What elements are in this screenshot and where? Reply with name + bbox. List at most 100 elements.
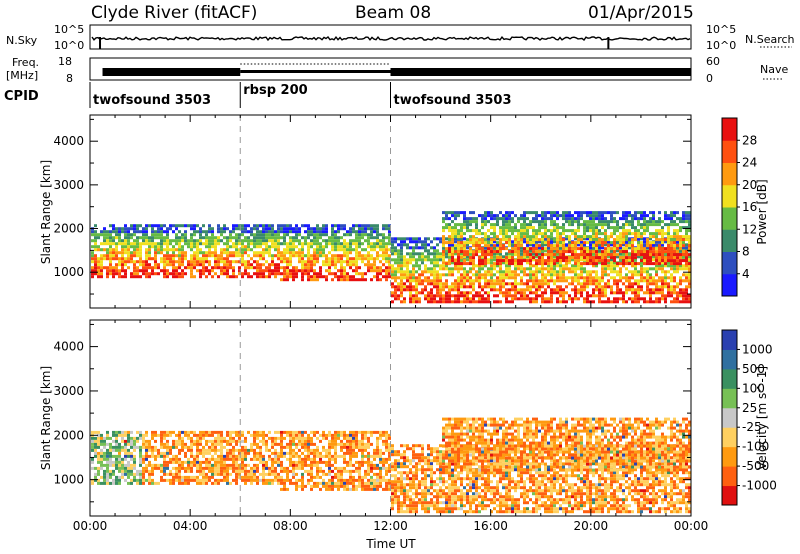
- scatter-cell: [496, 294, 499, 298]
- scatter-cell: [448, 235, 451, 239]
- scatter-cell: [436, 264, 439, 268]
- scatter-cell: [496, 223, 499, 227]
- scatter-cell: [655, 235, 658, 239]
- scatter-cell: [442, 255, 445, 259]
- scatter-cell: [403, 297, 406, 301]
- scatter-cell: [463, 247, 466, 251]
- scatter-cell: [586, 262, 589, 266]
- scatter-cell: [376, 275, 379, 279]
- scatter-cell: [337, 260, 340, 264]
- scatter-cell: [190, 475, 193, 479]
- scatter-cell: [121, 275, 124, 279]
- scatter-cell: [622, 259, 625, 263]
- scatter-cell: [241, 454, 244, 458]
- scatter-cell: [406, 279, 409, 283]
- scatter-cell: [523, 255, 526, 259]
- scatter-cell: [502, 247, 505, 251]
- scatter-cell: [193, 224, 196, 228]
- scatter-cell: [169, 260, 172, 264]
- scatter-cell: [178, 230, 181, 234]
- scatter-cell: [214, 245, 217, 249]
- scatter-cell: [271, 457, 274, 461]
- scatter-cell: [184, 475, 187, 479]
- scatter-cell: [253, 272, 256, 276]
- scatter-cell: [220, 460, 223, 464]
- scatter-cell: [103, 230, 106, 234]
- scatter-cell: [202, 472, 205, 476]
- scatter-cell: [484, 279, 487, 283]
- scatter-cell: [391, 240, 394, 244]
- scatter-cell: [97, 269, 100, 273]
- scatter-cell: [262, 227, 265, 231]
- scatter-cell: [514, 294, 517, 298]
- scatter-cell: [241, 263, 244, 267]
- scatter-cell: [280, 487, 283, 491]
- scatter-cell: [637, 241, 640, 245]
- scatter-cell: [679, 259, 682, 263]
- scatter-cell: [91, 254, 94, 258]
- scatter-cell: [523, 282, 526, 286]
- scatter-cell: [160, 463, 163, 467]
- scatter-cell: [274, 242, 277, 246]
- scatter-cell: [145, 254, 148, 258]
- scatter-cell: [436, 255, 439, 259]
- scatter-cell: [136, 272, 139, 276]
- scatter-cell: [118, 463, 121, 467]
- scatter-cell: [448, 226, 451, 230]
- scatter-cell: [115, 263, 118, 267]
- scatter-cell: [457, 211, 460, 215]
- scatter-cell: [619, 270, 622, 274]
- scatter-cell: [595, 232, 598, 236]
- scatter-cell: [526, 235, 529, 239]
- scatter-cell: [487, 253, 490, 257]
- scatter-cell: [244, 236, 247, 240]
- scatter-cell: [193, 463, 196, 467]
- scatter-cell: [598, 220, 601, 224]
- scatter-cell: [451, 250, 454, 254]
- scatter-cell: [256, 451, 259, 455]
- scatter-cell: [586, 279, 589, 283]
- scatter-cell: [193, 251, 196, 255]
- scatter-cell: [604, 253, 607, 257]
- scatter-cell: [673, 211, 676, 215]
- scatter-cell: [562, 211, 565, 215]
- scatter-cell: [106, 451, 109, 455]
- scatter-cell: [142, 236, 145, 240]
- scatter-cell: [583, 258, 586, 262]
- scatter-cell: [409, 276, 412, 280]
- scatter-cell: [223, 439, 226, 443]
- scatter-cell: [613, 291, 616, 295]
- scatter-cell: [184, 251, 187, 255]
- scatter-cell: [478, 241, 481, 245]
- scatter-cell: [118, 260, 121, 264]
- scatter-cell: [553, 253, 556, 257]
- scatter-cell: [643, 250, 646, 254]
- scatter-cell: [124, 445, 127, 449]
- scatter-cell: [229, 481, 232, 485]
- scatter-cell: [571, 297, 574, 301]
- scatter-cell: [643, 258, 646, 262]
- scatter-cell: [199, 481, 202, 485]
- scatter-cell: [652, 214, 655, 218]
- scatter-cell: [265, 248, 268, 252]
- scatter-cell: [250, 469, 253, 473]
- scatter-cell: [454, 240, 457, 244]
- scatter-cell: [433, 258, 436, 262]
- scatter-cell: [193, 245, 196, 249]
- scatter-cell: [178, 433, 181, 437]
- scatter-cell: [457, 288, 460, 292]
- scatter-cell: [562, 217, 565, 221]
- scatter-cell: [655, 270, 658, 274]
- scatter-cell: [196, 269, 199, 273]
- scatter-cell: [169, 224, 172, 228]
- scatter-cell: [355, 251, 358, 255]
- scatter-cell: [580, 282, 583, 286]
- scatter-cell: [460, 226, 463, 230]
- scatter-cell: [445, 255, 448, 259]
- scatter-cell: [475, 294, 478, 298]
- scatter-cell: [628, 232, 631, 236]
- scatter-cell: [169, 263, 172, 267]
- scatter-cell: [634, 267, 637, 271]
- scatter-cell: [631, 291, 634, 295]
- scatter-cell: [622, 238, 625, 242]
